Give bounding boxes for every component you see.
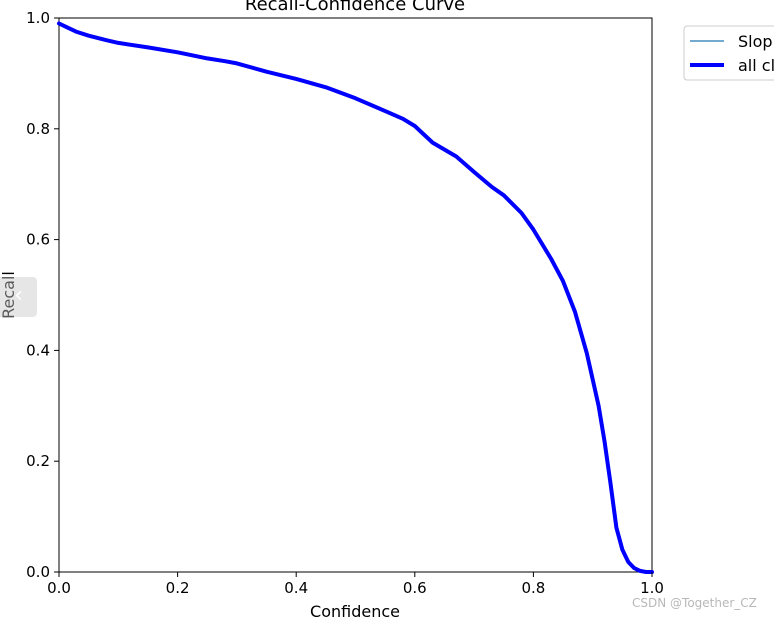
plot-area xyxy=(57,17,654,574)
y-tick-label: 1.0 xyxy=(26,9,50,27)
series-line-all-classes xyxy=(57,21,654,574)
series-line-slop xyxy=(58,22,653,573)
x-tick-label: 0.2 xyxy=(166,579,190,597)
y-tick-label: 0.8 xyxy=(26,120,50,138)
y-tick-label: 0.6 xyxy=(26,231,50,249)
y-tick-label: 0.0 xyxy=(26,563,50,581)
watermark: CSDN @Together_CZ xyxy=(632,596,757,610)
legend-entries: Slop all cl xyxy=(690,32,774,75)
x-tick-label: 0.0 xyxy=(47,579,71,597)
x-tick-label: 0.8 xyxy=(521,579,545,597)
legend: Slop all cl xyxy=(683,25,774,81)
previous-arrow-button[interactable]: ‹ xyxy=(0,277,37,317)
x-tick-label: 0.6 xyxy=(403,579,427,597)
x-axis-ticks: 0.0 0.2 0.4 0.6 0.8 1.0 xyxy=(47,572,664,597)
y-axis-ticks: 0.0 0.2 0.4 0.6 0.8 1.0 xyxy=(26,9,59,581)
x-axis-label: Confidence xyxy=(310,602,400,618)
x-tick-label: 1.0 xyxy=(640,579,664,597)
legend-label: Slop xyxy=(738,32,773,51)
x-tick-label: 0.4 xyxy=(284,579,308,597)
y-axis-label: Recall xyxy=(0,271,18,319)
legend-label: all cl xyxy=(738,56,774,75)
y-tick-label: 0.4 xyxy=(26,341,50,359)
series-layer xyxy=(57,21,654,574)
y-tick-label: 0.2 xyxy=(26,452,50,470)
chart-title: Recall-Confidence Curve xyxy=(245,0,465,15)
plot-frame xyxy=(58,17,653,573)
